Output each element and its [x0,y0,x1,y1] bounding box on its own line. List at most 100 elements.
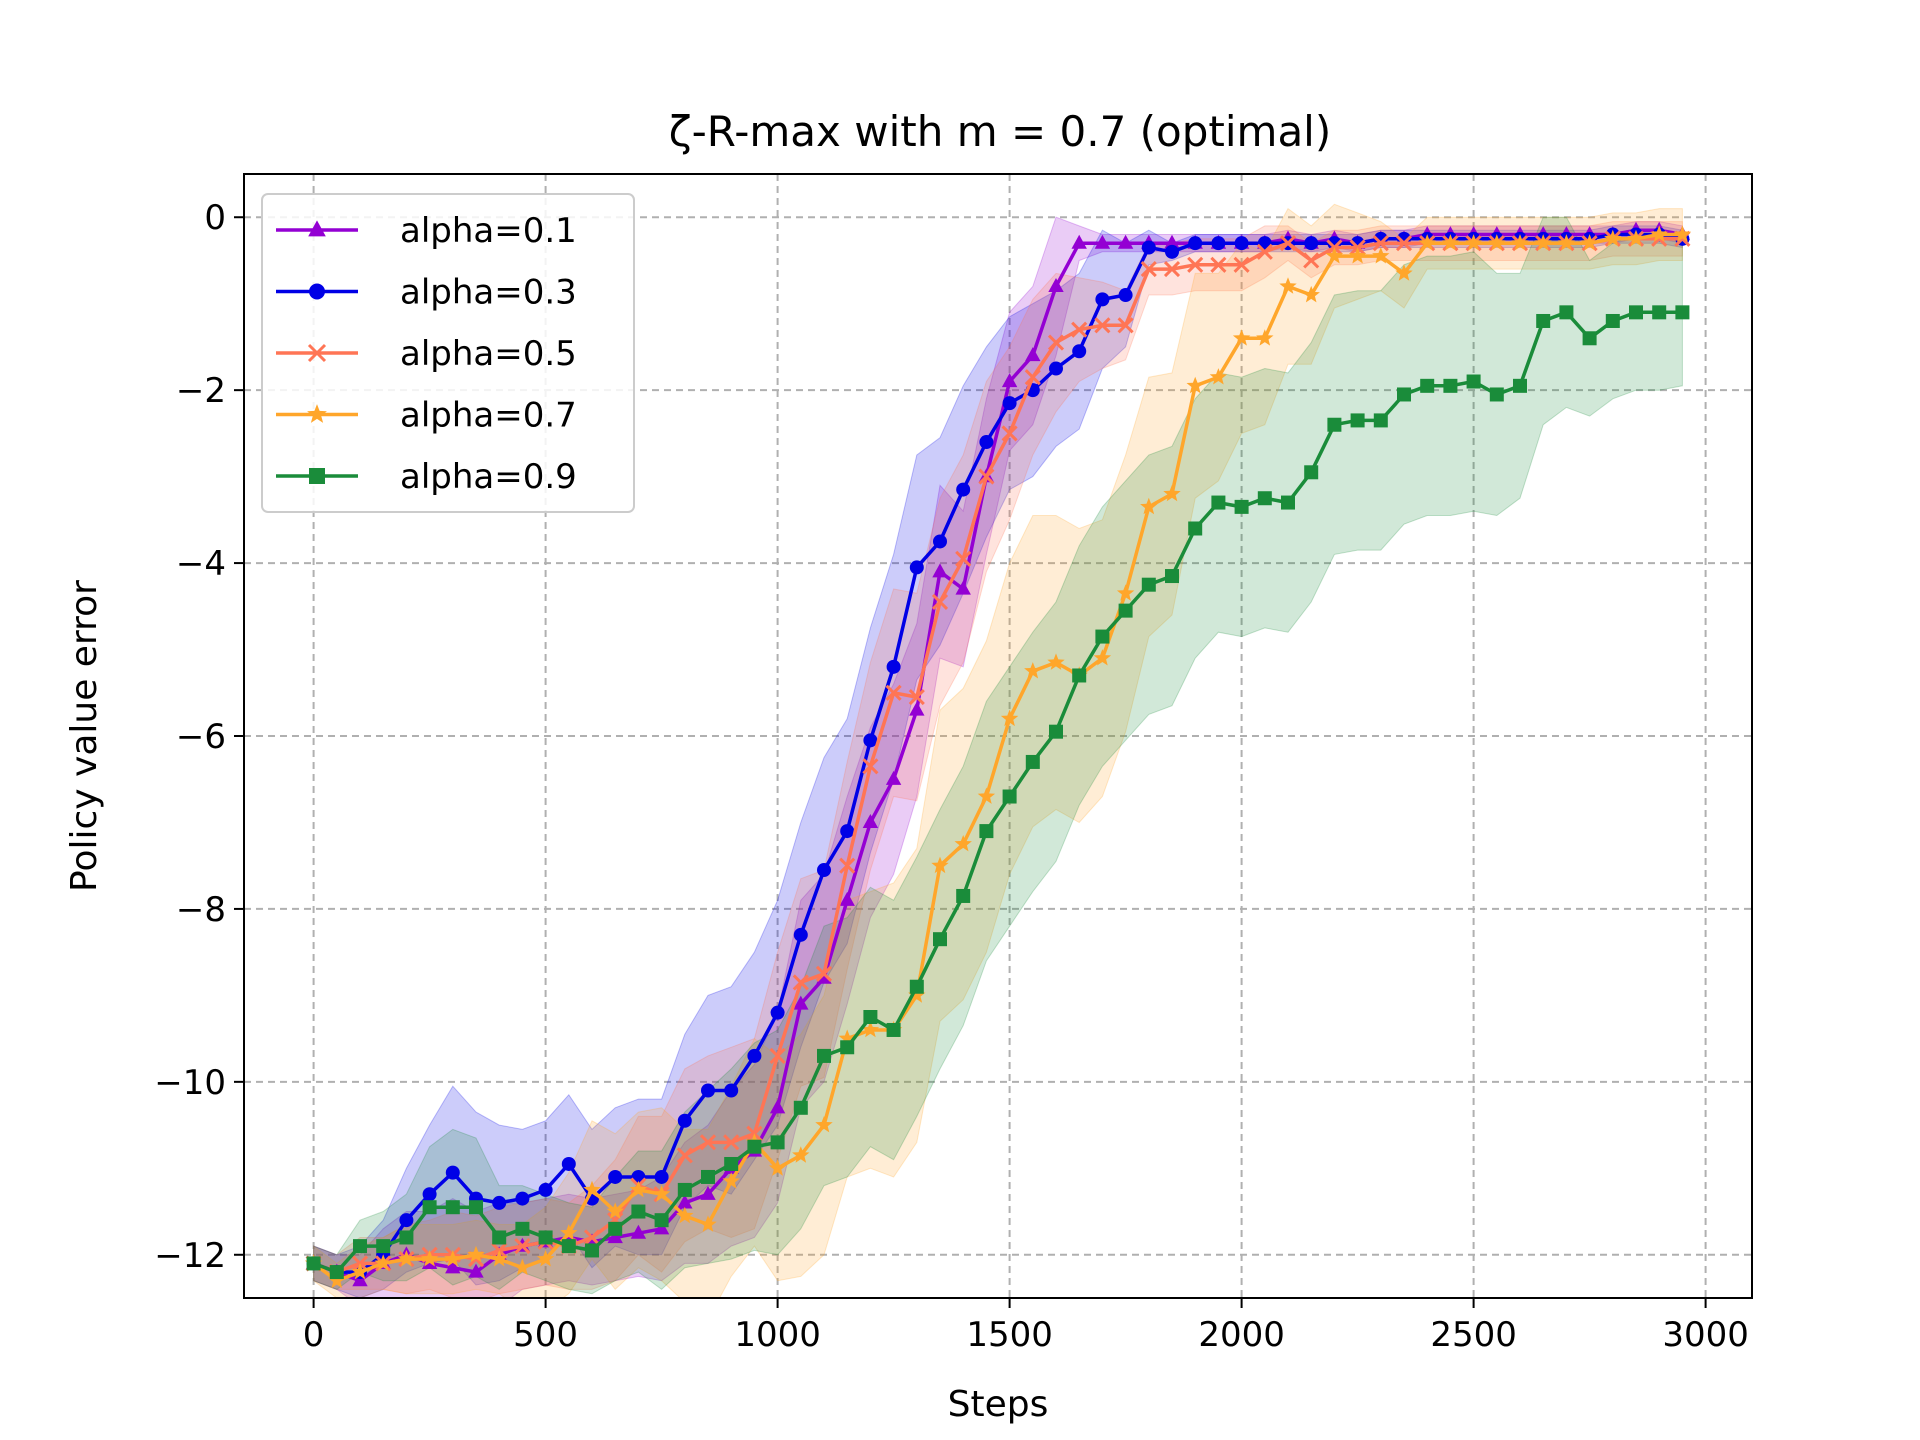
axis-ticks: 0 500 1000 1500 2000 2500 3000 0 −2 −4 −6 −8 −10 −12 [154,198,1749,1355]
data-point [1002,396,1017,411]
data-point [1256,329,1274,346]
y-tick-label: −8 [176,890,226,930]
data-point [978,468,995,485]
data-point [630,1224,647,1239]
chart-title: ζ-R-max with m = 0.7 (optimal) [669,107,1331,156]
x-tick-label: 2000 [1198,1315,1285,1355]
data-point [492,1230,507,1245]
data-point [815,965,833,982]
data-point [1325,247,1344,264]
data-point [351,1263,369,1280]
data-point [1211,236,1226,251]
data-point [1118,288,1133,303]
data-point [677,1194,693,1209]
data-point [956,888,971,903]
data-point [954,835,972,852]
legend: alpha=0.1 alpha=0.3 alpha=0.5 alpha=0.7 alph… [261,193,635,513]
data-point [1372,247,1390,264]
data-point [606,1202,624,1219]
data-point [515,1221,530,1236]
data-point [886,1022,901,1037]
data-point [861,1020,880,1038]
data-point [862,814,879,829]
data-point [307,404,327,423]
data-point [469,1200,483,1215]
data-point [328,1271,346,1289]
data-point [931,593,949,611]
data-point [1210,256,1227,273]
data-point [1188,521,1203,536]
data-point [1464,234,1483,251]
data-point [908,986,926,1003]
data-point [676,1206,694,1224]
data-point [1072,344,1087,359]
data-point [1163,484,1181,502]
data-point [536,1250,555,1267]
data-point [445,1200,460,1215]
data-point [1001,373,1018,388]
data-point [862,758,879,775]
data-point [1534,234,1552,251]
data-point [1536,313,1551,328]
data-point [583,1180,601,1198]
data-point [309,468,325,484]
data-point [1559,305,1574,320]
data-point [1117,234,1134,249]
data-point [979,435,994,450]
data-point [1279,235,1297,252]
data-point [490,1250,508,1267]
data-point [1557,234,1576,251]
data-point [1395,264,1413,281]
x-tick-label: 500 [513,1315,578,1355]
data-point [585,1243,599,1258]
data-point [514,1238,531,1255]
data-point [885,770,902,785]
data-point [515,1191,530,1206]
data-point [909,979,924,994]
data-point [1002,789,1017,804]
data-point [839,891,855,906]
data-point [467,1245,485,1263]
data-point [931,856,949,874]
data-point [724,1156,739,1171]
data-point [1652,305,1667,320]
data-point [1186,376,1204,394]
data-point [1350,413,1365,428]
data-point [1233,256,1250,273]
y-tick-label: −12 [154,1236,226,1276]
data-point [513,1258,532,1276]
data-point [886,659,901,674]
data-point [1188,236,1203,251]
data-point [399,1213,414,1228]
data-point [306,1256,321,1271]
data-point [422,1200,437,1215]
data-point [538,1182,553,1197]
data-point [445,1165,460,1180]
data-point [840,1040,855,1055]
data-point [1025,754,1040,769]
data-point [1673,225,1692,242]
data-point [1163,261,1181,278]
data-point [701,1083,715,1098]
data-point [955,580,971,595]
y-tick-label: 0 [204,198,226,238]
data-point [1234,499,1249,514]
data-point [376,1239,391,1254]
data-point [1281,495,1295,510]
data-point [1511,234,1529,251]
data-point [307,343,327,363]
y-tick-label: −4 [176,544,226,584]
data-point [1047,653,1065,670]
data-point [699,1215,717,1232]
x-axis-label: Steps [948,1384,1049,1425]
data-point [445,1259,461,1274]
data-point [1165,244,1179,259]
data-point [468,1263,484,1278]
data-point [1140,261,1157,278]
data-point [1488,234,1506,251]
data-point [1372,235,1389,252]
x-tick-label: 3000 [1662,1315,1749,1355]
data-point [769,1099,786,1114]
data-point [700,1185,716,1200]
data-point [723,1134,740,1151]
